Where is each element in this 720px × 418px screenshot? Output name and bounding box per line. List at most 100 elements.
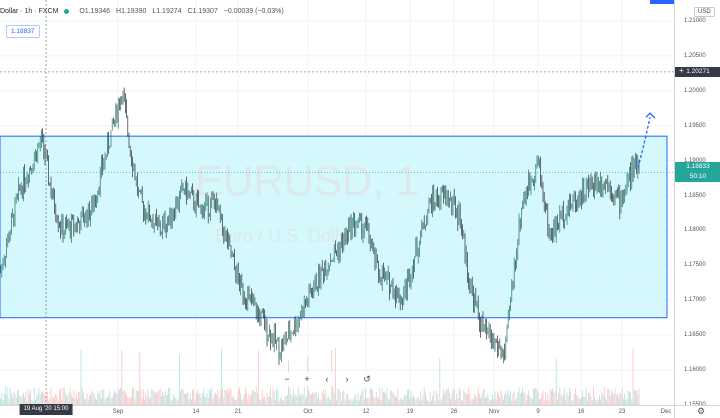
volume-bar [625,399,627,405]
volume-bar [113,394,114,405]
volume-bar [271,398,273,405]
volume-bar [506,393,508,405]
volume-bar [397,388,399,405]
reset-chart-button[interactable]: ↺ [360,372,374,386]
volume-bar [229,388,231,405]
settings-gear-icon[interactable]: ⚙ [697,406,706,416]
chart-plot-area[interactable]: EURUSD, 1 Euro / U.S. Dolla [0,0,674,405]
volume-bar [476,396,478,405]
volume-bar [291,395,293,405]
volume-bar [637,393,639,405]
zoom-out-button[interactable]: − [280,372,294,386]
volume-bar [57,400,59,405]
currency-button[interactable]: USD [694,7,715,17]
volume-bar [547,393,549,405]
volume-bar [565,399,567,405]
volume-bar [141,398,143,405]
volume-bar [41,391,42,405]
time-tick-label: 14 [192,409,200,415]
volume-bar [83,392,84,405]
time-tick-label: Dec [660,409,672,415]
volume-bar [108,395,109,405]
volume-bar [462,400,463,405]
volume-bar [434,400,436,405]
volume-bar [475,396,477,405]
volume-bar [150,397,151,405]
volume-bar [528,390,529,405]
volume-bar [259,399,261,405]
volume-bar [217,389,219,405]
scroll-left-button[interactable]: ‹ [320,372,334,386]
scroll-right-button[interactable]: › [340,372,354,386]
volume-bar [606,400,607,405]
volume-bar [210,390,211,405]
volume-bar [348,399,349,405]
volume-bar [55,393,57,405]
volume-bar [378,398,379,405]
price-tick-label: 1.19500 [684,122,706,129]
volume-bar [116,393,118,405]
volume-bar [197,390,198,405]
volume-bar [42,392,43,405]
volume-bar [453,388,455,405]
volume-bar [631,399,633,405]
volume-bar [216,394,217,405]
volume-bar [339,391,341,405]
volume-bar [192,389,193,405]
volume-bar [319,400,321,405]
volume-bar [405,395,407,405]
volume-bar [417,396,419,405]
price-axis[interactable]: 1.21000 1.20500 1.20000 1.19500 1.19000 1.185… [674,0,720,408]
bar-countdown-tag: 50:10 [675,172,720,183]
projection-arrow[interactable] [637,117,651,168]
volume-bar [605,397,606,405]
volume-bar [174,397,175,405]
volume-bar [501,394,503,405]
volume-bar [338,388,340,405]
volume-bar [181,388,183,405]
volume-bar [278,400,280,405]
volume-bar [380,399,382,405]
volume-bar [68,392,70,405]
volume-bar [290,393,292,405]
volume-bar [619,392,621,405]
add-alert-plus-icon[interactable]: + [679,65,684,75]
volume-bar [293,388,294,405]
volume-bar [567,395,569,405]
current-price-badge[interactable]: 1.18837 [6,25,40,38]
volume-bar [435,390,437,405]
volume-bar [421,400,423,405]
volume-bar [313,391,315,405]
zoom-in-button[interactable]: + [300,372,314,386]
volume-bar [231,397,233,405]
volume-bar [449,392,450,405]
legend-open: O1.19346 [79,8,111,15]
volume-bar [187,392,189,405]
symbol-legend[interactable]: Dollar · 1h · FXCM O1.19346 H1.19390 L1.… [0,8,284,15]
legend-close: C1.19307 [187,8,218,15]
volume-bar [363,399,365,405]
volume-bar [615,394,617,405]
volume-bar [146,396,148,405]
range-rectangle[interactable] [0,135,668,319]
volume-bar [480,398,481,405]
volume-bar [13,391,15,405]
time-axis[interactable]: Sep 14 21 Oct 12 19 26 Nov 9 16 23 Dec [0,405,674,418]
volume-bar [239,387,240,405]
volume-bar [344,400,346,405]
volume-bar [504,394,505,405]
volume-bar [81,388,83,405]
volume-bar [245,387,246,405]
volume-bar [31,399,33,405]
legend-separator: · [20,8,25,15]
volume-bar [193,388,195,405]
volume-bar [261,389,263,405]
volume-bar [426,397,427,405]
volume-bar [488,398,490,405]
volume-bar [581,397,582,405]
volume-bar [343,389,345,405]
volume-bar [444,393,445,405]
volume-bar [393,394,395,405]
volume-bar [171,399,173,405]
volume-bar [325,389,327,405]
